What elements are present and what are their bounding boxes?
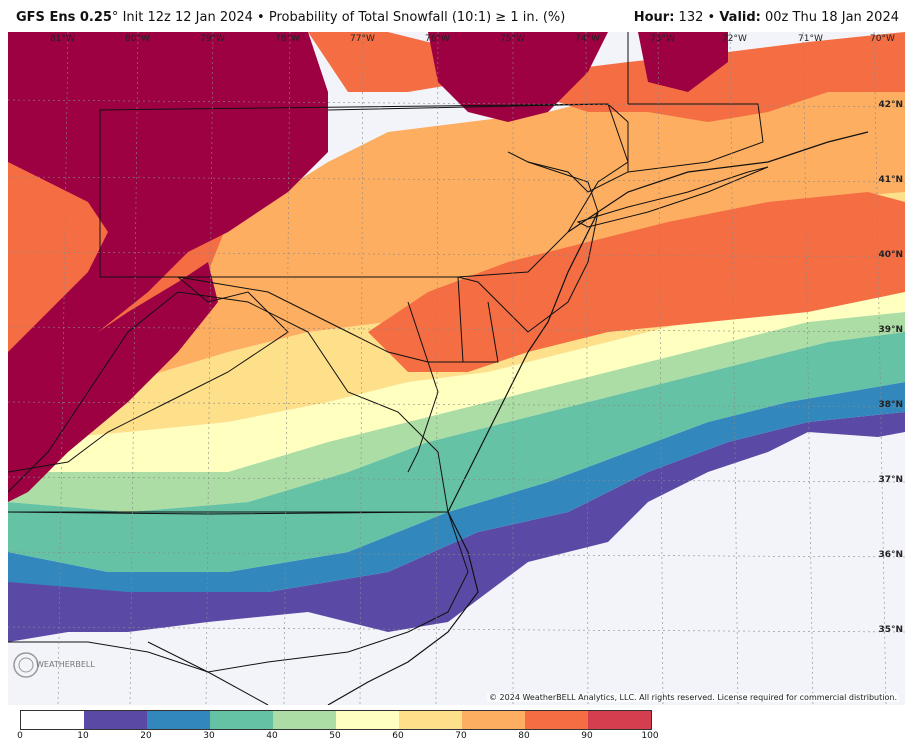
lat-label-39n: 39°N	[878, 325, 903, 335]
graticule	[8, 32, 905, 705]
lon-label-81w: 81°W	[50, 34, 75, 44]
lon-label-70w: 70°W	[870, 34, 895, 44]
legend-swatch-80	[525, 711, 588, 729]
map-header: GFS Ens 0.25° Init 12z 12 Jan 2024 • Pro…	[0, 0, 913, 30]
delaware-border	[457, 276, 499, 363]
degree-symbol: °	[111, 10, 119, 25]
lon-label-73w: 73°W	[650, 34, 675, 44]
new-york-border	[327, 103, 629, 193]
band-40-50	[8, 312, 905, 512]
logo-icon	[13, 652, 39, 678]
lon-label-79w: 79°W	[200, 34, 225, 44]
legend-tick-90: 90	[581, 731, 593, 741]
legend-tick-50: 50	[329, 731, 341, 741]
legend-tick-80: 80	[518, 731, 530, 741]
band-70-80	[8, 52, 905, 412]
legend-swatch-90	[588, 711, 651, 729]
legend-swatch-60	[399, 711, 462, 729]
band-90-100-west	[8, 32, 328, 392]
east-coastline	[327, 131, 869, 705]
lat-label-40n: 40°N	[878, 250, 903, 260]
chesapeake-bay	[407, 301, 439, 473]
graticule-meridians	[57, 32, 887, 705]
legend-swatch-70	[462, 711, 525, 729]
copyright-text: © 2024 WeatherBELL Analytics, LLC. All r…	[487, 693, 899, 702]
logo-text: WEATHERBELL	[36, 660, 95, 669]
new-jersey-border	[457, 161, 599, 333]
title-bullet: •	[257, 10, 265, 25]
band-10-20	[8, 412, 905, 642]
north-carolina-border	[8, 511, 469, 673]
weatherbell-logo: WEATHERBELL	[12, 648, 95, 682]
lon-label-76w: 76°W	[425, 34, 450, 44]
legend-tick-60: 60	[392, 731, 404, 741]
lat-label-41n: 41°N	[878, 175, 903, 185]
band-90-100-ne	[638, 32, 728, 92]
lat-label-36n: 36°N	[878, 550, 903, 560]
lon-label-75w: 75°W	[500, 34, 525, 44]
band-20-30	[8, 382, 905, 592]
valid-label: Valid:	[719, 10, 761, 25]
connecticut-border	[627, 103, 764, 173]
model-name: GFS Ens 0.25	[16, 10, 112, 25]
hour-value: 132	[678, 10, 704, 25]
legend-swatch-20	[147, 711, 210, 729]
long-island	[576, 166, 769, 228]
map-panel	[8, 32, 905, 705]
product-name: Probability of Total Snowfall (10:1) ≥ 1…	[268, 10, 566, 25]
valid-time: Hour: 132 • Valid: 00z Thu 18 Jan 2024	[634, 10, 899, 25]
legend-swatch-50	[336, 711, 399, 729]
lon-label-74w: 74°W	[575, 34, 600, 44]
legend-tick-30: 30	[203, 731, 215, 741]
south-carolina-border	[147, 641, 269, 705]
lat-label-37n: 37°N	[878, 475, 903, 485]
legend-tick-40: 40	[266, 731, 278, 741]
legend-tick-10: 10	[77, 731, 89, 741]
legend-ticks: 0 10 20 30 40 50 60 70 80 90 100	[17, 711, 658, 747]
lon-label-77w: 77°W	[350, 34, 375, 44]
valid-value: 00z Thu 18 Jan 2024	[765, 10, 899, 25]
lon-label-72w: 72°W	[722, 34, 747, 44]
lon-label-80w: 80°W	[125, 34, 150, 44]
lon-label-71w: 71°W	[798, 34, 823, 44]
band-90-100-appalachia	[8, 262, 218, 502]
color-legend	[20, 710, 652, 730]
legend-swatch-40	[273, 711, 336, 729]
legend-tick-70: 70	[455, 731, 467, 741]
lon-label-78w: 78°W	[275, 34, 300, 44]
legend-swatch-30	[210, 711, 273, 729]
valid-bullet: •	[707, 10, 716, 25]
lat-label-35n: 35°N	[878, 625, 903, 635]
band-90-100-north	[428, 32, 608, 122]
legend-tick-100: 100	[641, 731, 659, 741]
legend-swatch-0	[21, 711, 84, 729]
legend-tick-0: 0	[17, 731, 23, 741]
lat-label-38n: 38°N	[878, 400, 903, 410]
probability-map	[8, 32, 905, 705]
band-50-60	[8, 282, 905, 472]
west-virginia-border	[8, 276, 289, 473]
init-time: Init 12z 12 Jan 2024	[122, 10, 253, 25]
hour-label: Hour:	[633, 10, 675, 25]
lat-label-42n: 42°N	[878, 100, 903, 110]
band-80-90-south	[368, 192, 905, 372]
legend-swatch-10	[84, 711, 147, 729]
map-title: GFS Ens 0.25° Init 12z 12 Jan 2024 • Pro…	[16, 10, 565, 25]
legend-tick-20: 20	[140, 731, 152, 741]
